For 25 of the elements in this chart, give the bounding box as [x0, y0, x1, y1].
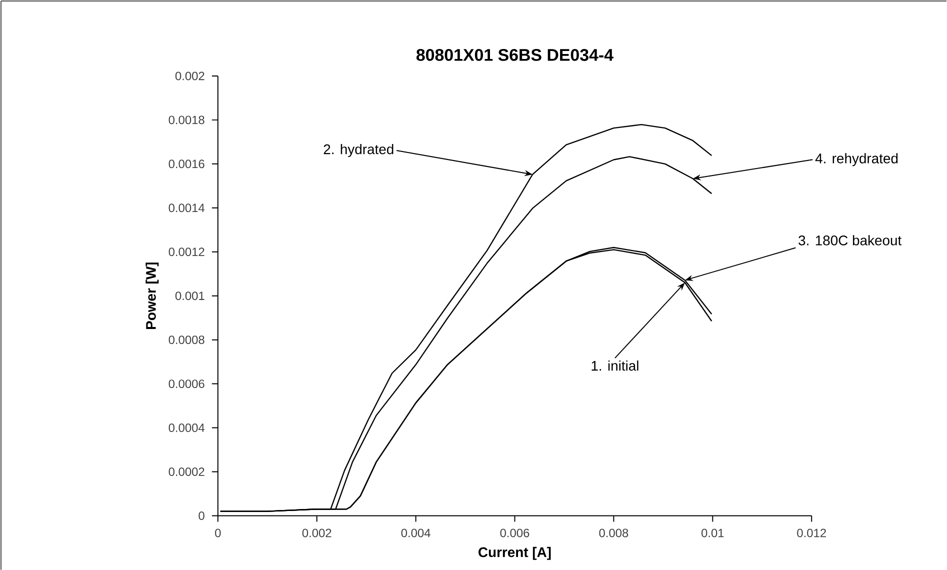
y-tick-label: 0.0014 [168, 204, 205, 212]
x-tick-label: 0 [215, 528, 221, 538]
y-axis-title: Power [W] [146, 262, 159, 329]
y-tick-label: 0.0016 [168, 160, 204, 168]
y-tick-label: 0.0006 [168, 379, 204, 388]
annotation: 3. 180C bakeout [798, 235, 902, 246]
y-tick-label: 0.0018 [168, 116, 204, 124]
y-tick-label: 0.0008 [168, 336, 204, 344]
x-tick-label: 0.01 [701, 528, 724, 538]
x-tick-label: 0.012 [797, 528, 826, 538]
y-tick-label: 0.002 [175, 72, 204, 80]
annotation: 1. initial [592, 360, 638, 371]
y-tick-label: 0 [198, 511, 204, 520]
x-tick-label: 0.008 [599, 528, 628, 538]
annotation: 2. hydrated [324, 144, 394, 157]
annotation: 4. rehydrated [815, 153, 898, 166]
y-tick-label: 0.0004 [168, 423, 205, 432]
x-tick-label: 0.006 [500, 528, 530, 538]
y-tick-label: 0.001 [175, 292, 204, 300]
x-tick-label: 0.004 [401, 528, 430, 538]
x-tick-label: 0.002 [302, 528, 332, 538]
chart-title: 80801X01 S6BS DE034-4 [416, 48, 614, 61]
y-tick-label: 0.0002 [168, 467, 204, 476]
y-tick-label: 0.0012 [168, 248, 204, 256]
x-axis-title: Current [A] [478, 546, 551, 560]
